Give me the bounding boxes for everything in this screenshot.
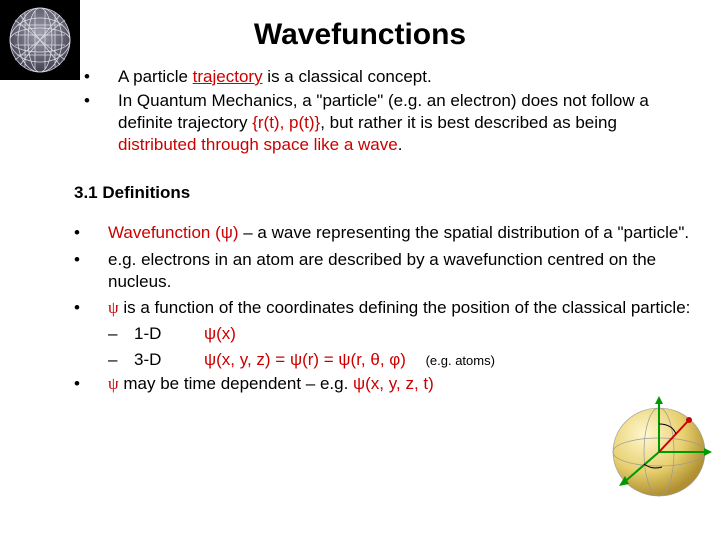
bullet-mark: •: [84, 66, 118, 88]
bullet-text: e.g. electrons in an atom are described …: [108, 249, 706, 293]
bullet-text: ψ may be time dependent – e.g. ψ(x, y, z…: [108, 373, 706, 395]
sub-note: (e.g. atoms): [406, 353, 495, 368]
sub-item: –3-Dψ(x, y, z) = ψ(r) = ψ(r, θ, φ) (e.g.…: [74, 349, 706, 371]
text-run: may be time dependent – e.g.: [119, 374, 353, 393]
bullet-mark: •: [74, 249, 108, 293]
definition-bullets: •Wavefunction (ψ) – a wave representing …: [14, 222, 706, 395]
section-heading: 3.1 Definitions: [14, 182, 706, 204]
text-run: is a function of the coordinates definin…: [119, 298, 691, 317]
text-run: distributed through space like a wave: [118, 135, 398, 154]
sub-label: 1-D: [134, 323, 204, 345]
text-run: e.g. electrons in an atom are described …: [108, 250, 656, 291]
nanotube-logo: [0, 0, 80, 80]
slide-content: •A particle trajectory is a classical co…: [0, 66, 720, 395]
coordinate-sphere-icon: [604, 394, 714, 504]
text-run: is a classical concept.: [263, 67, 432, 86]
section-number: 3.1: [74, 183, 98, 202]
bullet-item: •A particle trajectory is a classical co…: [84, 66, 706, 88]
text-run: – a wave representing the spatial distri…: [239, 223, 690, 242]
page-title: Wavefunctions: [0, 0, 720, 66]
text-run: A particle: [118, 67, 193, 86]
bullet-item: •Wavefunction (ψ) – a wave representing …: [74, 222, 706, 244]
text-run: ψ(x, y, z, t): [353, 374, 434, 393]
text-run: ψ: [108, 298, 119, 317]
bullet-mark: •: [74, 222, 108, 244]
text-run: .: [398, 135, 403, 154]
section-title: Definitions: [102, 183, 190, 202]
coordinate-sphere-figure: [604, 394, 714, 504]
bullet-mark: •: [84, 90, 118, 156]
nanotube-icon: [5, 5, 75, 75]
sub-dash: –: [108, 323, 134, 345]
bullet-mark: •: [74, 373, 108, 395]
text-run: {r(t), p(t)}: [252, 113, 320, 132]
bullet-mark: •: [74, 297, 108, 319]
text-run: , but rather it is best described as bei…: [320, 113, 617, 132]
bullet-text: ψ is a function of the coordinates defin…: [108, 297, 706, 319]
sub-expression: ψ(x, y, z) = ψ(r) = ψ(r, θ, φ) (e.g. ato…: [204, 349, 706, 371]
text-run: Wavefunction (ψ): [108, 223, 239, 242]
bullet-item: •e.g. electrons in an atom are described…: [74, 249, 706, 293]
bullet-item: •ψ is a function of the coordinates defi…: [74, 297, 706, 319]
sub-label: 3-D: [134, 349, 204, 371]
bullet-text: Wavefunction (ψ) – a wave representing t…: [108, 222, 706, 244]
bullet-item: •ψ may be time dependent – e.g. ψ(x, y, …: [74, 373, 706, 395]
bullet-text: In Quantum Mechanics, a "particle" (e.g.…: [118, 90, 706, 156]
text-run: trajectory: [193, 67, 263, 86]
sub-expression: ψ(x): [204, 323, 706, 345]
intro-bullets: •A particle trajectory is a classical co…: [14, 66, 706, 156]
bullet-text: A particle trajectory is a classical con…: [118, 66, 706, 88]
sub-item: –1-Dψ(x): [74, 323, 706, 345]
text-run: ψ: [108, 374, 119, 393]
sub-dash: –: [108, 349, 134, 371]
bullet-item: •In Quantum Mechanics, a "particle" (e.g…: [84, 90, 706, 156]
